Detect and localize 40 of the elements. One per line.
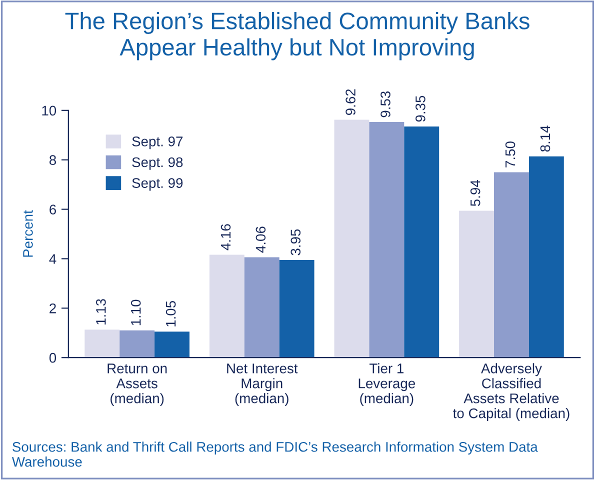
bar — [459, 210, 494, 358]
y-tick-label: 4 — [49, 254, 56, 264]
bar — [369, 122, 404, 358]
bar — [154, 332, 190, 358]
text: 7.50 — [505, 142, 516, 168]
text: 1.10 — [130, 300, 141, 326]
text: 5.94 — [470, 180, 480, 206]
bar — [279, 260, 314, 358]
text: 4.06 — [256, 226, 266, 253]
text: 8.14 — [540, 126, 550, 152]
y-tick-label: 10 — [42, 106, 56, 116]
y-tick-label: 2 — [50, 303, 56, 314]
y-tick-label: 0 — [49, 352, 56, 363]
text: 1.13 — [96, 299, 106, 324]
x-tick-label: Net Interest Margin (median) — [227, 364, 298, 406]
source-note: Sources: Bank and Thrift Call Reports and FDIC’s Research Information System Data Warehouse — [12, 442, 538, 467]
bar — [120, 330, 155, 358]
bar — [209, 254, 244, 358]
x-tick-label: Return on Assets (median) — [108, 364, 167, 406]
x-tick-label: Tier 1 Leverage (median) — [358, 363, 416, 406]
bar — [334, 120, 370, 358]
bar — [404, 126, 440, 358]
legend-label: Sept. 97 — [132, 136, 183, 150]
text: 1.05 — [166, 301, 176, 326]
legend-label: Sept. 98 — [132, 157, 183, 170]
y-axis-title: Percent — [23, 210, 33, 257]
bar — [244, 257, 280, 358]
bar — [84, 330, 120, 358]
text: 4.16 — [220, 224, 231, 250]
bar — [528, 156, 564, 358]
bar — [494, 172, 529, 358]
text: 9.35 — [416, 96, 426, 122]
text: 9.62 — [346, 89, 356, 115]
legend-label: Sept. 99 — [132, 178, 183, 191]
text: 3.95 — [290, 229, 301, 256]
chart-title: The Region’s Established Community Banks Appear Healthy but Not Improving — [65, 12, 530, 60]
x-tick-label: Adversely Classified Assets Relative to Capital (median) — [453, 363, 570, 421]
y-tick-label: 6 — [50, 204, 56, 214]
text: 9.53 — [380, 91, 390, 118]
y-tick-label: 8 — [50, 155, 56, 166]
